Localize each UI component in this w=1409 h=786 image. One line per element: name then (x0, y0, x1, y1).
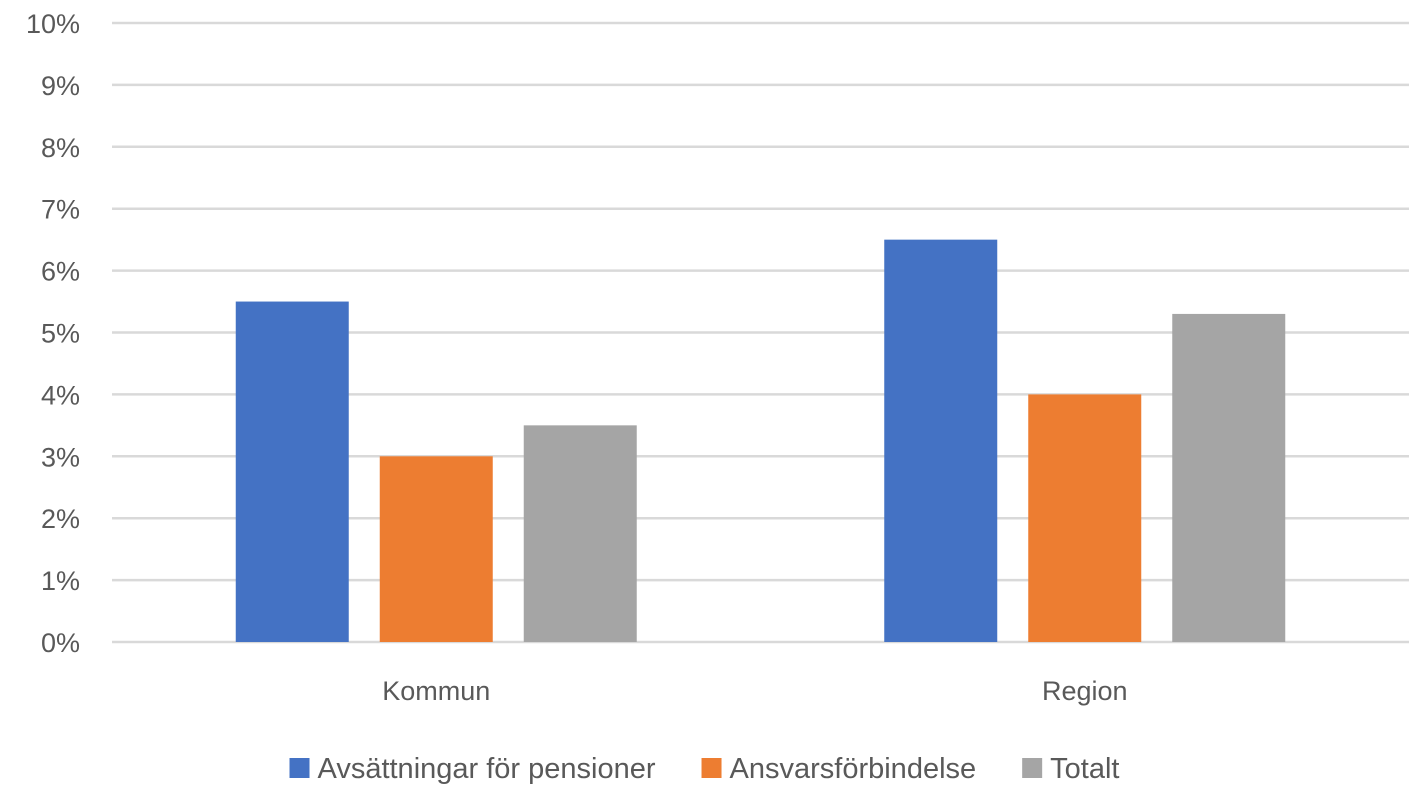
y-axis-tick-labels: 0% 1% 2% 3% 4% 5% 6% 7% 8% 9% 10% (26, 9, 80, 658)
legend-swatch (290, 758, 310, 778)
legend-swatch (1022, 758, 1042, 778)
y-tick-label: 4% (41, 380, 80, 410)
y-tick-label: 10% (26, 9, 80, 39)
legend-label: Avsättningar för pensioner (318, 753, 656, 785)
y-tick-label: 2% (41, 504, 80, 534)
legend-label: Totalt (1050, 753, 1119, 785)
legend-label: Ansvarsförbindelse (730, 753, 977, 785)
x-category-label: Region (1042, 676, 1128, 706)
legend-item: Avsättningar för pensioner (290, 753, 656, 785)
bar-region-series-2 (1028, 394, 1141, 642)
y-tick-label: 1% (41, 566, 80, 596)
legend-swatch (702, 758, 722, 778)
y-tick-label: 6% (41, 257, 80, 287)
bar-kommun-series-1 (236, 302, 349, 642)
y-tick-label: 0% (41, 628, 80, 658)
bars (236, 240, 1286, 642)
x-axis-category-labels: Kommun Region (382, 676, 1127, 706)
bar-region-series-3 (1172, 314, 1285, 642)
y-tick-label: 8% (41, 133, 80, 163)
y-tick-label: 7% (41, 195, 80, 225)
y-tick-label: 9% (41, 71, 80, 101)
bar-region-series-1 (884, 240, 997, 642)
legend-item: Totalt (1022, 753, 1119, 785)
bar-kommun-series-2 (380, 456, 493, 642)
y-tick-label: 5% (41, 319, 80, 349)
legend: Avsättningar för pensioner Ansvarsförbind… (290, 753, 1120, 785)
y-tick-label: 3% (41, 442, 80, 472)
bar-kommun-series-3 (524, 425, 637, 642)
legend-item: Ansvarsförbindelse (702, 753, 977, 785)
x-category-label: Kommun (382, 676, 490, 706)
